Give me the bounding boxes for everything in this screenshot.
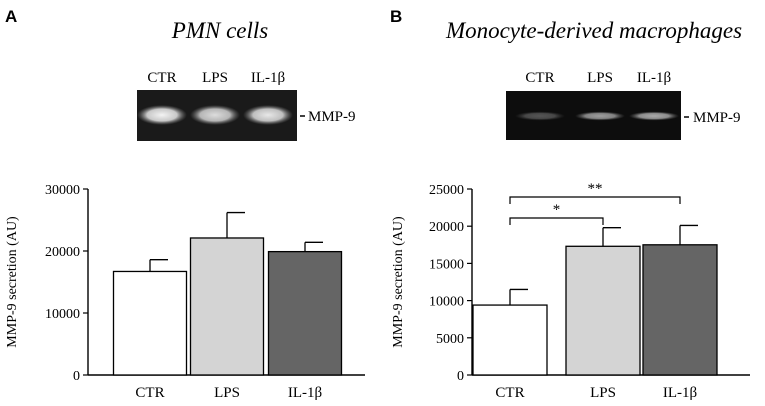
panel-b: B Monocyte-derived macrophages CTR LPS I… (390, 7, 742, 140)
chart-a-ylabel: MMP-9 secretion (AU) (5, 216, 20, 348)
chart-a-ytick-label-2: 20000 (45, 245, 80, 260)
panel-b-letter: B (390, 7, 402, 26)
blot-a-bands (137, 105, 293, 125)
blot-b-band-1 (515, 111, 565, 121)
chart-a-ytick-label-0: 0 (73, 369, 80, 384)
chart-b-bar-1 (472, 304, 548, 376)
chart-b-ytick-label-0: 0 (457, 369, 464, 384)
chart-a-category-label-1: CTR (135, 385, 164, 401)
chart-b: 0 5000 10000 15000 20000 25000 MMP-9 secretion… (391, 183, 750, 401)
blot-b-band-2 (575, 111, 625, 121)
significance-label-1: * (553, 202, 561, 218)
panel-a: A PMN cells CTR LPS IL-1β MMP-9 (5, 7, 356, 141)
blot-b-lane-ctr: CTR (525, 70, 554, 86)
chart-b-category-label-1: CTR (495, 385, 524, 401)
blot-b-band-label: MMP-9 (693, 110, 741, 126)
blot-b-lane-lps: LPS (587, 70, 613, 86)
chart-a-bar-2 (189, 237, 265, 376)
chart-a-category-label-2: LPS (214, 385, 240, 401)
significance-bracket-1 (509, 217, 604, 225)
chart-b-category-label-3: IL-1β (663, 385, 697, 401)
blot-a-lane-il1b: IL-1β (251, 70, 285, 86)
chart-b-category-label-2: LPS (590, 385, 616, 401)
chart-b-ylabel: MMP-9 secretion (AU) (391, 216, 406, 348)
chart-a: 0 10000 20000 30000 MMP-9 secretion (AU) CTR L… (5, 183, 365, 401)
blot-a-band-2 (190, 105, 240, 125)
chart-b-ytick-label-2: 10000 (429, 295, 464, 310)
significance-label-2: ** (588, 181, 603, 197)
blot-a-band-1 (137, 105, 187, 125)
panel-a-letter: A (5, 7, 17, 26)
chart-a-ytick-label-1: 10000 (45, 307, 80, 322)
chart-a-category-label-3: IL-1β (288, 385, 322, 401)
blot-b-lane-il1b: IL-1β (637, 70, 671, 86)
chart-a-bar-1 (112, 270, 188, 376)
blot-a-lane-lps: LPS (202, 70, 228, 86)
blot-a-band-label: MMP-9 (308, 109, 356, 125)
chart-b-ytick-label-5: 25000 (429, 183, 464, 198)
chart-b-ytick-label-1: 5000 (436, 332, 464, 347)
chart-a-ytick-label-3: 30000 (45, 183, 80, 198)
significance-brackets: *** (509, 181, 681, 225)
panel-a-title: PMN cells (171, 18, 268, 43)
chart-b-bar-3 (642, 244, 718, 376)
significance-bracket-2 (509, 196, 681, 204)
blot-a-band-3 (243, 105, 293, 125)
blot-b-band-3 (629, 111, 679, 121)
chart-b-bar-2 (565, 245, 641, 376)
chart-b-ytick-label-3: 15000 (429, 257, 464, 272)
blot-a-lane-ctr: CTR (147, 70, 176, 86)
chart-b-ytick-label-4: 20000 (429, 220, 464, 235)
blot-b-bands (515, 111, 679, 121)
chart-a-bar-3 (267, 250, 343, 376)
panel-b-title: Monocyte-derived macrophages (445, 18, 742, 43)
